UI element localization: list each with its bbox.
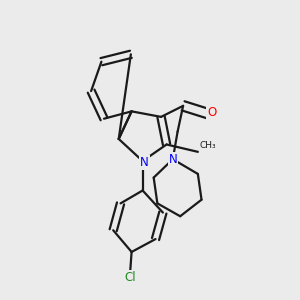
Text: N: N: [140, 156, 149, 169]
Text: Cl: Cl: [124, 271, 136, 284]
Text: N: N: [168, 153, 177, 166]
Text: O: O: [207, 106, 217, 119]
Text: CH₃: CH₃: [200, 141, 216, 150]
